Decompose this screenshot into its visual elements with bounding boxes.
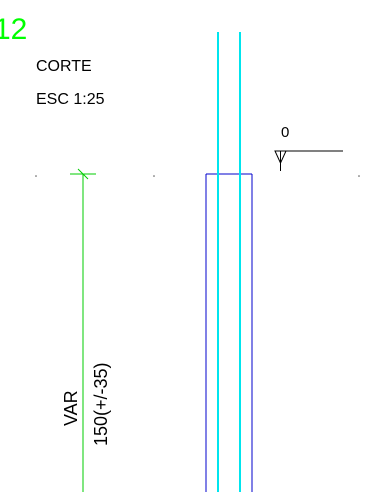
dimension-line bbox=[70, 168, 96, 492]
level-mark: 0 bbox=[281, 124, 289, 141]
reference-dots bbox=[35, 175, 360, 177]
section-number: 12 bbox=[0, 13, 27, 46]
dimension-label: VAR bbox=[61, 390, 81, 426]
dimension-tick bbox=[77, 168, 89, 180]
view-title: CORTE bbox=[36, 58, 92, 75]
view-scale: ESC 1:25 bbox=[36, 91, 105, 108]
column-outline bbox=[205, 173, 253, 492]
level-marker: 0 bbox=[274, 124, 343, 171]
rebar-lines bbox=[217, 32, 241, 492]
dimension-value: 150(+/-35) bbox=[91, 362, 111, 446]
